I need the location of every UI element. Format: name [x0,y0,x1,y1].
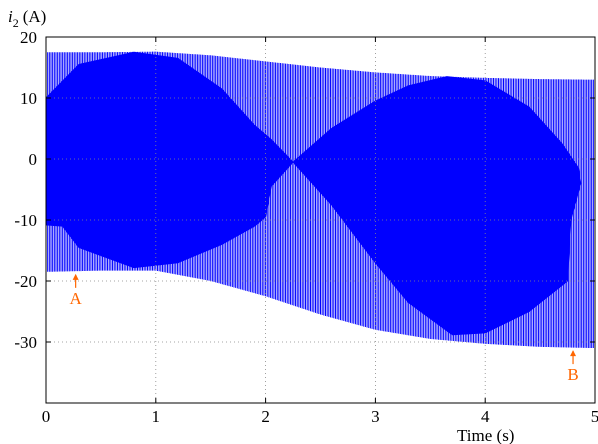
y-tick-label: -20 [14,272,37,291]
y-tick-label: 0 [29,150,38,169]
y-axis-label: i2 (A) [8,7,46,30]
x-tick-label: 0 [42,407,51,426]
annotation-a: A [70,273,83,308]
y-axis-label-sub: 2 [13,16,19,30]
x-tick-label: 5 [591,407,598,426]
y-tick-label: 20 [20,28,37,47]
annotation-b: B [567,350,579,384]
annotation-label: A [70,289,83,308]
y-axis-label-var: i [8,7,13,26]
x-tick-label: 4 [481,407,490,426]
y-tick-label: -10 [14,211,37,230]
tick-labels: 0 1 2 3 4 5 20 10 0 -10 -20 -30 [14,28,598,426]
annotation-arrowhead [570,350,577,357]
annotations: AB [70,273,579,384]
y-tick-label: -30 [14,333,37,352]
y-tick-label: 10 [20,89,37,108]
annotation-arrowhead [72,273,79,280]
x-axis-label: Time (s) [457,426,514,444]
axis-ticks [45,36,596,403]
annotation-label: B [567,365,578,384]
x-tick-label: 1 [152,407,161,426]
x-tick-label: 2 [261,407,270,426]
x-tick-label: 3 [371,407,380,426]
y-axis-label-unit: (A) [23,7,47,26]
grid-lines [46,37,595,403]
